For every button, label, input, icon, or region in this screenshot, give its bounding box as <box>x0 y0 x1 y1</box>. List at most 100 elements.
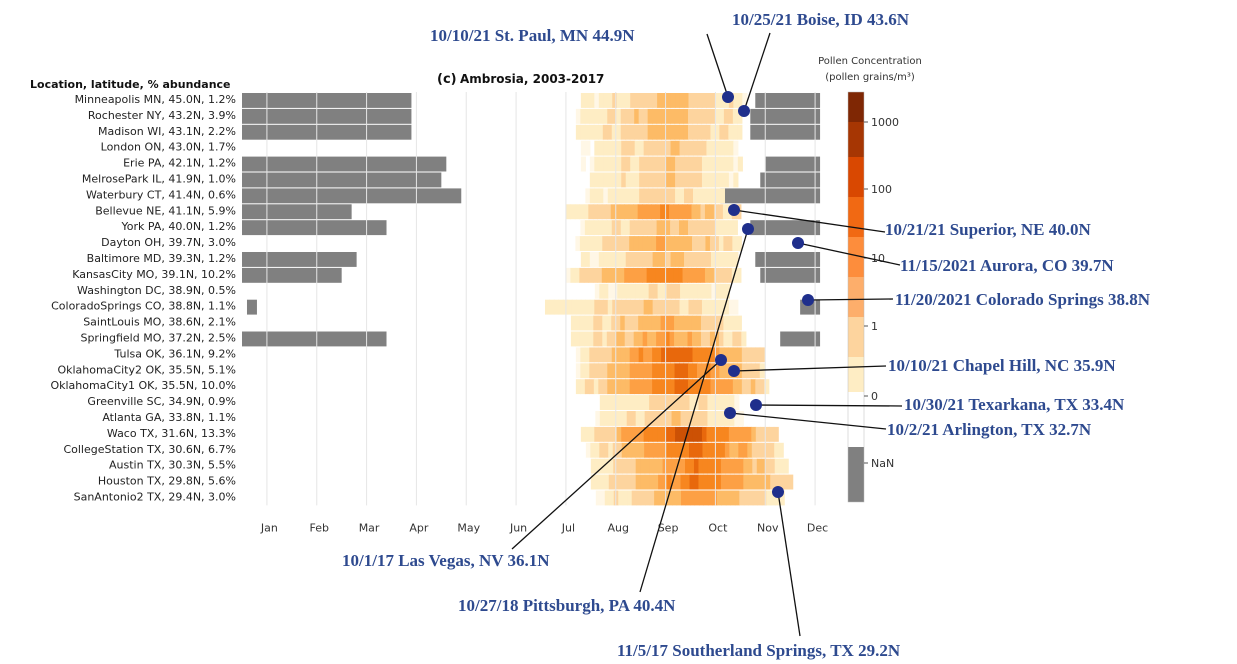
nan-cell <box>242 156 447 172</box>
pollen-cell <box>769 442 775 458</box>
pollen-cell <box>670 124 676 140</box>
pollen-cell <box>697 283 704 299</box>
pollen-cell <box>643 124 649 140</box>
pollen-cell <box>607 220 613 236</box>
annotation-label: 10/10/21 St. Paul, MN 44.9N <box>430 26 635 45</box>
pollen-cell <box>700 315 707 331</box>
pollen-cell <box>746 426 752 442</box>
pollen-cell <box>643 299 649 315</box>
pollen-cell <box>718 204 724 220</box>
pollen-cell <box>714 220 721 236</box>
pollen-cell <box>599 283 605 299</box>
pollen-cell <box>687 236 693 251</box>
pollen-cell <box>674 236 680 251</box>
pollen-cell <box>678 331 684 347</box>
pollen-cell <box>689 395 695 410</box>
pollen-cell <box>652 108 658 124</box>
pollen-cell <box>728 252 734 267</box>
pollen-cell <box>737 124 743 140</box>
pollen-cell <box>788 474 794 490</box>
pollen-cell <box>675 93 681 108</box>
pollen-cell <box>692 426 699 442</box>
pollen-cell <box>607 299 613 315</box>
site-label: London ON, 43.0N, 1.7% <box>101 141 236 154</box>
pollen-cell <box>652 140 658 156</box>
pollen-cell <box>696 347 703 363</box>
pollen-cell <box>688 379 694 395</box>
pollen-cell <box>720 458 726 474</box>
pollen-cell <box>729 458 735 474</box>
pollen-cell <box>755 379 761 395</box>
pollen-cell <box>620 236 626 251</box>
pollen-cell <box>657 188 663 204</box>
pollen-cell <box>630 283 636 299</box>
pollen-cell <box>648 156 654 172</box>
pollen-cell <box>730 490 736 506</box>
pollen-cell <box>620 347 626 363</box>
pollen-cell <box>667 395 673 410</box>
pollen-cell <box>737 156 743 172</box>
pollen-cell <box>692 172 699 188</box>
nan-cell <box>765 156 821 172</box>
site-label: Erie PA, 42.1N, 1.2% <box>123 157 236 170</box>
pollen-cell <box>649 411 655 426</box>
pollen-cell <box>713 267 720 283</box>
pollen-cell <box>653 283 659 299</box>
colorbar-segment <box>848 447 864 502</box>
pollen-cell <box>630 156 636 172</box>
pollen-cell <box>679 379 685 395</box>
pollen-cell <box>732 124 738 140</box>
pollen-cell <box>638 347 644 363</box>
nan-cell <box>242 93 412 108</box>
pollen-cell <box>679 347 685 363</box>
pollen-cell <box>639 93 645 108</box>
pollen-cell <box>649 490 655 506</box>
pollen-cell <box>611 236 617 251</box>
pollen-cell <box>688 172 694 188</box>
pollen-cell <box>625 188 631 204</box>
pollen-cell <box>620 108 626 124</box>
pollen-cell <box>674 108 680 124</box>
pollen-cell <box>615 315 621 331</box>
pollen-cell <box>640 490 646 506</box>
pollen-cell <box>688 347 694 363</box>
pollen-cell <box>697 188 703 204</box>
pollen-cell <box>680 283 686 299</box>
pollen-cell <box>707 474 713 490</box>
pollen-cell <box>733 252 739 267</box>
pollen-cell <box>718 331 724 347</box>
pollen-cell <box>646 267 652 283</box>
pollen-cell <box>657 172 663 188</box>
pollen-cell <box>674 220 680 236</box>
pollen-cell <box>674 331 680 347</box>
pollen-cell <box>631 474 637 490</box>
pollen-cell <box>725 474 731 490</box>
pollen-cell <box>743 490 749 506</box>
pollen-cell <box>688 124 694 140</box>
pollen-cell <box>720 474 726 490</box>
pollen-cell <box>696 379 703 395</box>
pollen-cell <box>714 315 720 331</box>
pollen-cell <box>604 474 610 490</box>
pollen-cell <box>675 172 681 188</box>
pollen-cell <box>760 426 766 442</box>
pollen-cell <box>593 124 599 140</box>
pollen-cell <box>676 458 682 474</box>
pollen-cell <box>683 220 689 236</box>
pollen-cell <box>710 252 717 267</box>
site-label: Madison WI, 43.1N, 2.2% <box>98 125 236 138</box>
annotation-leader <box>733 365 887 372</box>
pollen-cell <box>648 93 654 108</box>
pollen-cell <box>634 156 640 172</box>
annotation-dot <box>728 365 740 377</box>
pollen-cell <box>738 442 744 458</box>
pollen-cell <box>759 379 765 395</box>
pollen-cell <box>675 252 681 267</box>
pollen-cell <box>665 347 671 363</box>
pollen-cell <box>671 474 677 490</box>
pollen-cell <box>599 395 605 410</box>
annotation-dot <box>772 486 784 498</box>
pollen-cell <box>679 188 685 204</box>
nan-cell <box>242 124 412 140</box>
pollen-cell <box>679 140 685 156</box>
